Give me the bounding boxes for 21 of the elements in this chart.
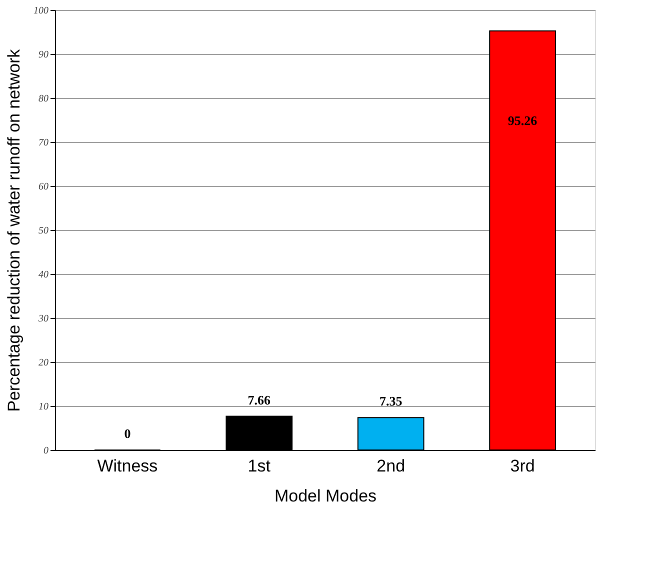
y-tick-label: 50 bbox=[38, 226, 48, 236]
y-tick-label: 30 bbox=[38, 314, 48, 324]
x-tick-label: 1st bbox=[248, 456, 271, 476]
data-label: 7.35 bbox=[379, 394, 403, 409]
y-tick-label: 10 bbox=[38, 402, 48, 412]
y-tick-label: 70 bbox=[38, 138, 48, 148]
x-tick-label: 3rd bbox=[510, 456, 535, 476]
y-tick-label: 0 bbox=[44, 446, 48, 456]
data-label: 95.26 bbox=[508, 112, 538, 128]
data-label: 7.66 bbox=[248, 392, 272, 408]
x-axis-title: Model Modes bbox=[274, 486, 377, 506]
y-tick-label: 40 bbox=[38, 270, 48, 280]
x-tick-label: 2nd bbox=[376, 456, 406, 476]
x-tick-label: Witness bbox=[97, 456, 158, 476]
y-tick-label: 80 bbox=[38, 94, 48, 104]
data-label: 0 bbox=[124, 426, 131, 441]
y-tick-label: 20 bbox=[38, 358, 48, 368]
y-tick-label: 90 bbox=[38, 50, 48, 60]
y-tick-label: 60 bbox=[38, 182, 48, 192]
y-tick-label: 100 bbox=[34, 6, 48, 16]
y-axis-title: Percentage reduction of water runoff on network bbox=[4, 48, 24, 412]
